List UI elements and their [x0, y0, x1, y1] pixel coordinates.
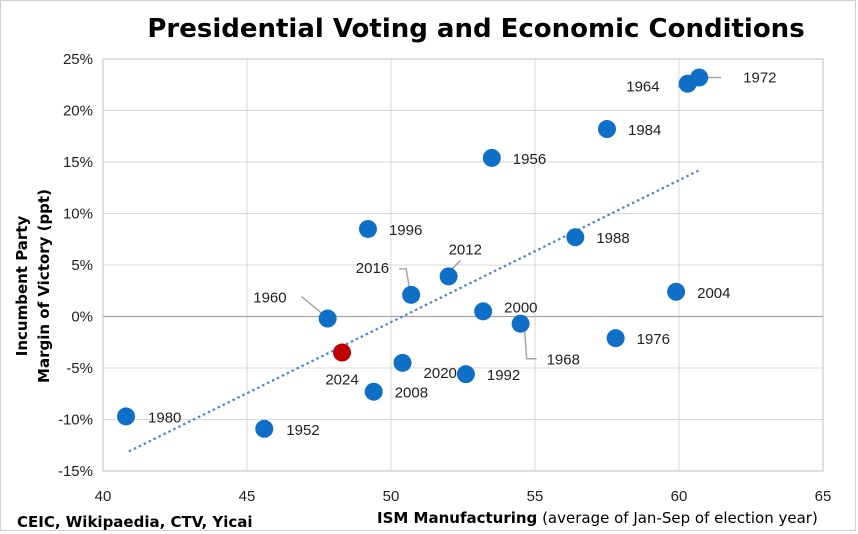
point-label-1976: 1976	[637, 331, 670, 348]
y-tick-label-15: 15%	[63, 154, 93, 171]
x-tick-label-65: 65	[815, 488, 832, 505]
x-tick-label-60: 60	[671, 488, 688, 505]
data-points	[117, 68, 709, 438]
x-axis-label: ISM Manufacturing (average of Jan-Sep of…	[377, 509, 818, 527]
point-label-1992: 1992	[487, 367, 520, 384]
x-tick-label-40: 40	[95, 488, 112, 505]
x-tick-label-50: 50	[383, 488, 400, 505]
point-labels: 1952 1956 1960 1964 1968 1972 1976 1980 1984 1988…	[148, 70, 776, 439]
point-label-2024: 2024	[325, 372, 358, 389]
gridlines	[102, 58, 824, 472]
y-axis-label-line1: Incumbent Party	[13, 216, 31, 357]
point-label-1964: 1964	[626, 79, 659, 96]
data-point-1968	[511, 314, 530, 333]
plot-area	[102, 58, 824, 472]
point-label-1988: 1988	[596, 230, 629, 247]
data-point-1988	[566, 228, 585, 247]
y-tick-label--15: -15%	[58, 463, 93, 480]
trendline	[128, 169, 700, 453]
point-label-2020: 2020	[424, 365, 457, 382]
y-tick-label--10: -10%	[58, 412, 93, 429]
chart-title: Presidential Voting and Economic Conditi…	[147, 14, 804, 44]
data-point-1980	[117, 407, 136, 426]
data-point-1972	[690, 68, 709, 87]
data-point-2000	[474, 302, 493, 321]
point-label-2000: 2000	[504, 299, 537, 316]
y-tick-label-5: 5%	[71, 257, 93, 274]
point-label-1980: 1980	[148, 409, 181, 426]
y-tick-label-25: 25%	[63, 51, 93, 68]
y-tick-label-10: 10%	[63, 206, 93, 223]
point-label-1984: 1984	[628, 122, 661, 139]
data-point-1952	[255, 419, 274, 438]
point-label-1960: 1960	[253, 290, 286, 307]
x-axis-label-main: ISM Manufacturing	[377, 509, 537, 527]
y-tick-labels: -15% -10% -5% 0% 5% 10% 15% 20% 25%	[58, 51, 93, 480]
data-point-1956	[482, 148, 501, 167]
source-note: CEIC, Wikipaedia, CTV, Yicai	[17, 513, 253, 531]
point-label-2008: 2008	[395, 385, 428, 402]
y-tick-label-20: 20%	[63, 103, 93, 120]
data-point-2008	[364, 382, 383, 401]
point-label-1956: 1956	[513, 151, 546, 168]
data-point-1960	[318, 309, 337, 328]
x-tick-label-55: 55	[527, 488, 544, 505]
x-tick-label-45: 45	[239, 488, 256, 505]
data-point-2004	[667, 282, 686, 301]
x-tick-labels: 40 45 50 55 60 65	[95, 488, 832, 505]
point-label-1996: 1996	[389, 222, 422, 239]
y-tick-label--5: -5%	[66, 360, 93, 377]
x-axis-label-detail: (average of Jan-Sep of election year)	[537, 509, 818, 527]
data-point-2020	[393, 353, 412, 372]
y-axis-label-line2: Margin of Victory (ppt)	[35, 189, 53, 383]
trendline-group	[128, 169, 700, 453]
data-point-1992	[456, 365, 475, 384]
data-point-1984	[598, 120, 616, 139]
point-label-1968: 1968	[547, 352, 580, 369]
data-point-1996	[358, 219, 377, 238]
data-point-2012	[439, 267, 458, 286]
data-point-2016	[402, 285, 421, 304]
y-tick-label-0: 0%	[71, 309, 93, 326]
data-point-1976	[606, 329, 625, 348]
point-label-1952: 1952	[286, 422, 319, 439]
point-label-2004: 2004	[697, 285, 730, 302]
point-label-2016: 2016	[356, 260, 389, 277]
point-label-2012: 2012	[449, 241, 482, 258]
point-label-1972: 1972	[743, 70, 776, 87]
data-point-2024	[333, 343, 352, 362]
